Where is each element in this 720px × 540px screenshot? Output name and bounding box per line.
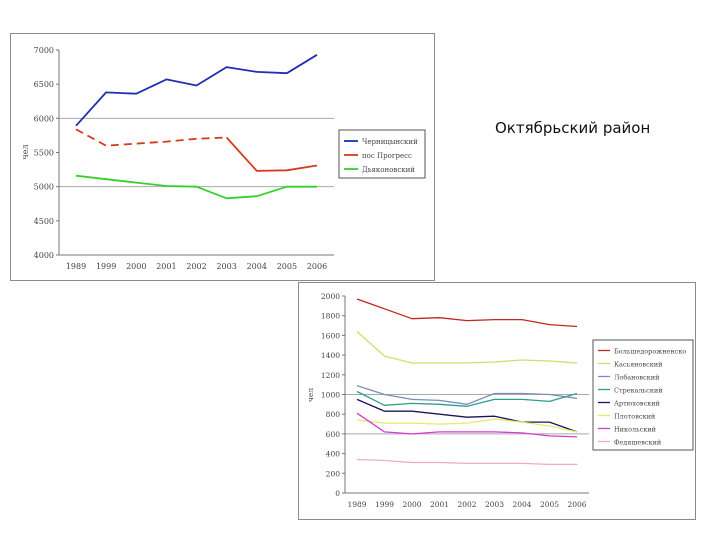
y-tick-label: 1200	[321, 371, 340, 380]
legend-label: Федяшевский	[614, 439, 661, 447]
x-tick-label: 2005	[277, 262, 297, 271]
x-tick-label: 2003	[216, 262, 236, 271]
y-axis-label: чел	[306, 388, 315, 402]
x-tick-label: 2000	[402, 500, 421, 509]
y-tick-label: 800	[326, 410, 341, 419]
y-tick-label: 2000	[321, 292, 340, 301]
series-line	[75, 128, 227, 147]
legend-label: Лобановский	[614, 374, 659, 382]
y-tick-label: 5000	[34, 183, 54, 192]
x-tick-label: 2004	[247, 262, 267, 271]
series-line	[356, 331, 578, 364]
x-tick-label: 1989	[66, 262, 86, 271]
y-tick-label: 6500	[34, 80, 54, 89]
x-tick-label: 2006	[307, 262, 327, 271]
y-tick-label: 400	[326, 450, 341, 459]
series-line	[356, 398, 578, 433]
series-line	[225, 136, 318, 172]
y-tick-label: 1600	[321, 331, 340, 340]
x-tick-label: 2003	[485, 500, 504, 509]
x-tick-label: 2001	[156, 262, 176, 271]
y-tick-label: 1800	[321, 312, 340, 321]
series-line	[75, 54, 318, 127]
y-tick-label: 600	[326, 430, 341, 439]
legend-box	[338, 129, 426, 179]
legend-label: Никольский	[614, 426, 656, 434]
y-tick-label: 5500	[34, 149, 54, 158]
x-tick-label: 2006	[567, 500, 586, 509]
chart-panel-villages-top: 4000 4500 5000 5500 6000 6500 7000 1989 1999 2000…	[10, 33, 435, 281]
x-tick-label: 2002	[457, 500, 476, 509]
y-tick-label: 4000	[34, 251, 54, 260]
series-line	[356, 298, 578, 328]
y-tick-label: 6000	[34, 114, 54, 123]
x-tick-label: 1999	[375, 500, 394, 509]
y-tick-label: 1400	[321, 351, 340, 360]
chart-panel-villages-bottom: 0 200 400 600 800 1000 1200 1400 1600 1800 2000 198…	[298, 282, 696, 520]
y-tick-label: 7000	[34, 46, 54, 55]
x-tick-label: 2002	[186, 262, 206, 271]
x-tick-label: 2000	[126, 262, 146, 271]
legend-box	[592, 339, 694, 451]
legend-label: Большедорожненско	[614, 348, 686, 356]
x-tick-label: 2004	[512, 500, 531, 509]
y-tick-label: 1000	[321, 391, 340, 400]
district-title: Октябрьский район	[495, 119, 651, 137]
series-line	[356, 390, 578, 407]
population-chart-top: 4000 4500 5000 5500 6000 6500 7000 1989 1999 2000…	[21, 46, 426, 271]
x-tick-label: 2005	[540, 500, 559, 509]
x-tick-label: 1989	[347, 500, 366, 509]
legend-label: Плотовский	[614, 413, 655, 421]
series-line	[356, 418, 578, 433]
series-line	[356, 384, 578, 405]
y-tick-label: 200	[326, 469, 341, 478]
legend-label: Касьяновский	[614, 361, 662, 369]
series-line	[356, 412, 578, 438]
legend-label: пос Прогресс	[362, 152, 412, 160]
series-line	[356, 458, 577, 466]
legend-label: Дьяконовский	[362, 166, 415, 174]
y-tick-label: 4500	[34, 217, 54, 226]
x-tick-label: 2001	[430, 500, 449, 509]
legend-label: Стрекальский	[614, 387, 663, 395]
x-tick-label: 1999	[96, 262, 116, 271]
series-line	[75, 174, 317, 200]
legend-label: Артюховский	[614, 400, 660, 408]
legend-label: Черницынский	[362, 138, 418, 146]
y-axis-label: чел	[21, 144, 30, 159]
y-tick-label: 0	[335, 489, 340, 498]
population-chart-bottom: 0 200 400 600 800 1000 1200 1400 1600 1800 2000 198…	[306, 292, 694, 509]
